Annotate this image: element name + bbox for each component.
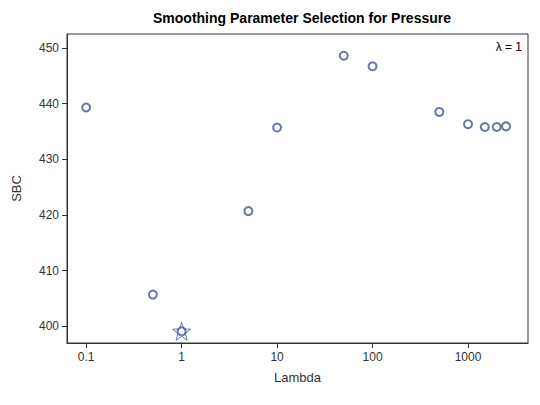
svg-text:0.1: 0.1	[78, 350, 95, 364]
svg-text:1: 1	[178, 350, 185, 364]
svg-text:100: 100	[363, 350, 383, 364]
svg-text:λ = 1: λ = 1	[496, 40, 523, 54]
svg-text:400: 400	[39, 319, 59, 333]
svg-text:450: 450	[39, 41, 59, 55]
svg-text:440: 440	[39, 97, 59, 111]
svg-text:410: 410	[39, 264, 59, 278]
svg-text:430: 430	[39, 152, 59, 166]
svg-text:Smoothing Parameter Selection: Smoothing Parameter Selection for Pressu…	[153, 10, 451, 26]
svg-text:1000: 1000	[455, 350, 482, 364]
svg-text:Lambda: Lambda	[274, 370, 322, 385]
svg-text:420: 420	[39, 208, 59, 222]
svg-text:SBC: SBC	[9, 175, 24, 202]
svg-text:10: 10	[270, 350, 284, 364]
